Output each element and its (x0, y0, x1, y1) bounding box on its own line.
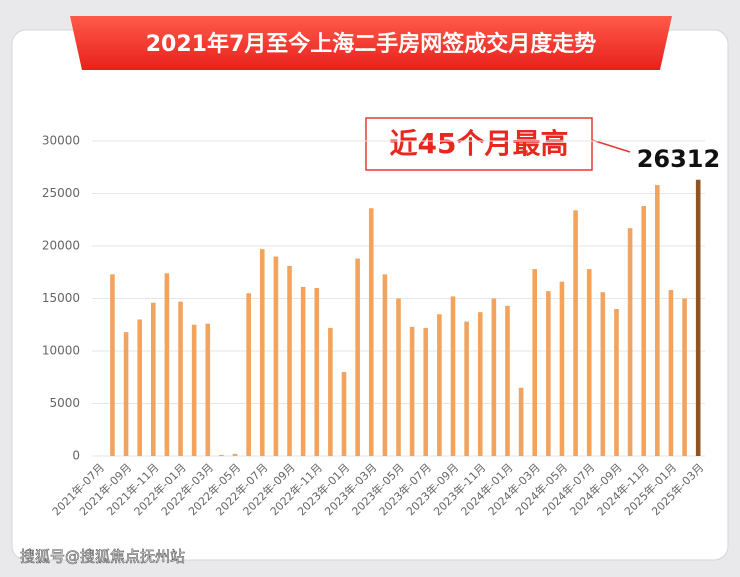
y-tick-label: 15000 (42, 291, 80, 305)
bar (110, 274, 115, 456)
chart-title: 2021年7月至今上海二手房网签成交月度走势 (146, 31, 597, 57)
title-banner (70, 16, 672, 70)
bar (668, 290, 674, 456)
y-tick-label: 0 (72, 449, 80, 463)
bar (123, 332, 129, 456)
bar (205, 323, 211, 456)
bar (137, 319, 142, 456)
y-tick-label: 30000 (42, 134, 80, 148)
y-tick-label: 5000 (49, 396, 80, 410)
bar (464, 321, 469, 456)
bar (314, 288, 320, 456)
bar (368, 208, 374, 456)
bar (695, 179, 701, 456)
bar (682, 298, 687, 456)
annotation-box (365, 117, 593, 171)
bar (641, 206, 646, 456)
bar (627, 228, 633, 456)
bar (164, 273, 170, 456)
bar (409, 326, 415, 456)
annotation-pointer (591, 139, 631, 153)
bar (518, 387, 524, 456)
bar (355, 258, 360, 456)
bar (300, 286, 306, 456)
annotation: 近45个月最高 (390, 127, 569, 160)
bar (341, 372, 347, 456)
y-tick-label: 10000 (42, 344, 80, 358)
bar (273, 256, 279, 456)
bar (382, 274, 388, 456)
bar (259, 249, 265, 456)
bar (246, 293, 251, 456)
watermark: 搜狐号@搜狐焦点抚州站 (20, 548, 185, 566)
y-tick-label: 25000 (42, 186, 80, 200)
data-label: 26312 (637, 145, 721, 173)
bar (287, 265, 292, 456)
bar (477, 312, 483, 456)
bar (151, 302, 156, 456)
bar (532, 269, 538, 456)
bar (328, 327, 333, 456)
y-tick-label: 20000 (42, 239, 80, 253)
bar (546, 291, 551, 456)
bar (178, 301, 183, 456)
bar (559, 281, 565, 456)
bar (586, 269, 592, 456)
bar (423, 327, 429, 456)
bar (450, 296, 456, 456)
bar (491, 298, 497, 456)
bar (600, 292, 606, 456)
bar (655, 185, 660, 456)
bar (614, 309, 619, 456)
bar (396, 298, 401, 456)
bar (219, 454, 224, 456)
bar (573, 210, 578, 456)
bar (232, 453, 238, 456)
bar (505, 305, 510, 456)
bar (191, 324, 197, 456)
bar (437, 314, 442, 456)
